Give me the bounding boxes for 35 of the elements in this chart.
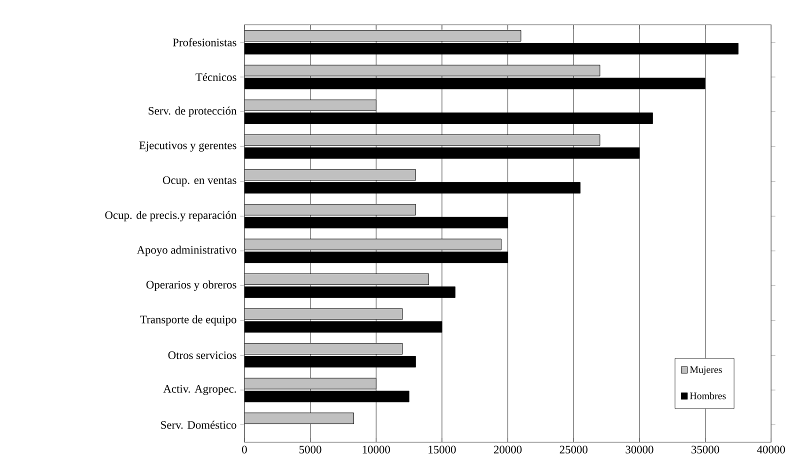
bar bbox=[244, 100, 376, 112]
y-tick-label: Transporte de equipo bbox=[140, 315, 236, 326]
legend-label: Hombres bbox=[690, 392, 726, 400]
x-tick-label: 35000 bbox=[692, 446, 720, 454]
x-tick-label: 30000 bbox=[626, 446, 654, 454]
legend-label: Mujeres bbox=[690, 366, 722, 376]
bar bbox=[244, 412, 354, 424]
x-tick-label: 0 bbox=[242, 446, 247, 454]
y-tick-label: Serv. Doméstico bbox=[161, 420, 236, 429]
bar bbox=[244, 64, 600, 76]
bar bbox=[244, 378, 376, 390]
y-tick-label: Técnicos bbox=[196, 72, 236, 82]
bar bbox=[244, 238, 502, 250]
y-tick-label: Operarios y obreros bbox=[146, 280, 236, 291]
x-tick-label: 20000 bbox=[494, 446, 522, 454]
bar bbox=[244, 343, 403, 355]
bar bbox=[244, 169, 416, 181]
y-tick-label: Activ. Agropec. bbox=[163, 385, 236, 396]
x-tick-label: 15000 bbox=[428, 446, 456, 454]
x-tick-label: 5000 bbox=[300, 446, 322, 454]
bar bbox=[244, 308, 403, 320]
y-tick-label: Ejecutivos y gerentes bbox=[139, 142, 236, 152]
bar bbox=[244, 134, 600, 146]
y-tick-label: Ocup. de precis.y reparación bbox=[105, 210, 237, 222]
y-tick-label: Profesionistas bbox=[172, 38, 236, 46]
y-tick-label: Apoyo administrativo bbox=[136, 246, 236, 256]
y-tick-label: Serv. de protección bbox=[148, 106, 237, 117]
y-tick-label: Otros servicios bbox=[168, 351, 236, 360]
x-tick-label: 25000 bbox=[560, 446, 588, 454]
x-tick-label: 10000 bbox=[362, 446, 390, 454]
x-tick-label: 40000 bbox=[757, 446, 785, 454]
bar bbox=[244, 30, 522, 42]
y-tick-label: Ocup. en ventas bbox=[162, 176, 236, 186]
bar bbox=[244, 204, 416, 216]
bar bbox=[244, 274, 430, 285]
